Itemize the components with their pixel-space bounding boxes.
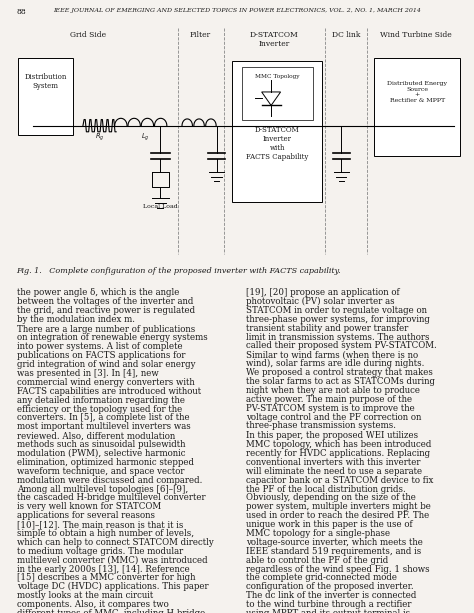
Text: MMC topology for a single-phase: MMC topology for a single-phase	[246, 529, 391, 538]
Text: voltage DC (HVDC) applications. This paper: voltage DC (HVDC) applications. This pap…	[17, 582, 208, 592]
Text: There are a large number of publications: There are a large number of publications	[17, 324, 195, 333]
Text: publications on FACTS applications for: publications on FACTS applications for	[17, 351, 185, 360]
Text: regardless of the wind speed Fig. 1 shows: regardless of the wind speed Fig. 1 show…	[246, 565, 430, 574]
Text: STATCOM in order to regulate voltage on: STATCOM in order to regulate voltage on	[246, 306, 428, 315]
Text: modulation (PWM), selective harmonic: modulation (PWM), selective harmonic	[17, 449, 185, 458]
Text: called their proposed system PV-STATCOM.: called their proposed system PV-STATCOM.	[246, 341, 437, 351]
Text: Local Load: Local Load	[143, 204, 178, 210]
Text: D-STATCOM
Inverter: D-STATCOM Inverter	[250, 31, 298, 48]
Text: DC link: DC link	[332, 31, 360, 39]
Text: three-phase transmission systems.: three-phase transmission systems.	[246, 421, 396, 430]
Text: which can help to connect STATCOM directly: which can help to connect STATCOM direct…	[17, 538, 213, 547]
Text: voltage-source inverter, which meets the: voltage-source inverter, which meets the	[246, 538, 423, 547]
Text: MMC Topology: MMC Topology	[255, 74, 300, 78]
Text: Distribution
System: Distribution System	[25, 72, 67, 90]
Text: [10]–[12]. The main reason is that it is: [10]–[12]. The main reason is that it is	[17, 520, 183, 529]
Text: power system, multiple inverters might be: power system, multiple inverters might b…	[246, 502, 431, 511]
Text: Distributed Energy
Source
+
Rectifier & MPPT: Distributed Energy Source + Rectifier & …	[387, 81, 447, 103]
Text: wind), solar farms are idle during nights.: wind), solar farms are idle during night…	[246, 359, 425, 368]
Text: was presented in [3]. In [4], new: was presented in [3]. In [4], new	[17, 369, 158, 378]
Text: Filter: Filter	[190, 31, 211, 39]
Text: configuration of the proposed inverter.: configuration of the proposed inverter.	[246, 582, 414, 592]
Text: on integration of renewable energy systems: on integration of renewable energy syste…	[17, 333, 207, 343]
Text: simple to obtain a high number of levels,: simple to obtain a high number of levels…	[17, 529, 194, 538]
Text: the solar farms to act as STATCOMs during: the solar farms to act as STATCOMs durin…	[246, 377, 436, 386]
Text: to medium voltage grids. The modular: to medium voltage grids. The modular	[17, 547, 183, 556]
Text: Wind Turbine Side: Wind Turbine Side	[380, 31, 452, 39]
Text: mostly looks at the main circuit: mostly looks at the main circuit	[17, 591, 153, 600]
Text: is very well known for STATCOM: is very well known for STATCOM	[17, 502, 161, 511]
Text: the PF of the local distribution grids.: the PF of the local distribution grids.	[246, 484, 406, 493]
Text: night when they are not able to produce: night when they are not able to produce	[246, 386, 420, 395]
Bar	[242, 67, 313, 120]
Text: the grid, and reactive power is regulated: the grid, and reactive power is regulate…	[17, 306, 195, 315]
Text: will eliminate the need to use a separate: will eliminate the need to use a separat…	[246, 466, 423, 476]
Text: used in order to reach the desired PF. The: used in order to reach the desired PF. T…	[246, 511, 430, 520]
Text: different types of MMC, including H-bridge: different types of MMC, including H-brid…	[17, 609, 205, 613]
Text: multilevel converter (MMC) was introduced: multilevel converter (MMC) was introduce…	[17, 555, 207, 565]
Text: Among all multilevel topologies [6]–[9],: Among all multilevel topologies [6]–[9],	[17, 484, 188, 493]
Text: photovoltaic (PV) solar inverter as: photovoltaic (PV) solar inverter as	[246, 297, 395, 306]
Text: PV-STATCOM system is to improve the: PV-STATCOM system is to improve the	[246, 403, 415, 413]
Text: to the wind turbine through a rectifier: to the wind turbine through a rectifier	[246, 600, 412, 609]
Text: between the voltages of the inverter and: between the voltages of the inverter and	[17, 297, 193, 306]
Text: converters. In [5], a complete list of the: converters. In [5], a complete list of t…	[17, 413, 189, 422]
Text: most important multilevel inverters was: most important multilevel inverters was	[17, 422, 191, 432]
Text: by the modulation index m.: by the modulation index m.	[17, 314, 135, 324]
Text: MMC topology, which has been introduced: MMC topology, which has been introduced	[246, 440, 432, 449]
Text: Grid Side: Grid Side	[70, 31, 106, 39]
Text: using MPPT and its output terminal is: using MPPT and its output terminal is	[246, 609, 410, 613]
Text: Fig. 1.   Complete configuration of the proposed inverter with FACTS capability.: Fig. 1. Complete configuration of the pr…	[17, 267, 341, 275]
Text: conventional inverters with this inverter: conventional inverters with this inverte…	[246, 458, 421, 467]
Text: $L_g$: $L_g$	[141, 132, 150, 143]
Text: efficiency or the topology used for the: efficiency or the topology used for the	[17, 405, 182, 414]
Text: active power. The main purpose of the: active power. The main purpose of the	[246, 395, 412, 404]
Text: recently for HVDC applications. Replacing: recently for HVDC applications. Replacin…	[246, 449, 430, 458]
Text: IEEE JOURNAL OF EMERGING AND SELECTED TOPICS IN POWER ELECTRONICS, VOL. 2, NO. 1: IEEE JOURNAL OF EMERGING AND SELECTED TO…	[53, 8, 421, 13]
Text: the complete grid-connected mode: the complete grid-connected mode	[246, 573, 398, 582]
Text: D-STATCOM
Inverter
with
FACTS Capability: D-STATCOM Inverter with FACTS Capability	[246, 126, 309, 161]
Text: capacitor bank or a STATCOM device to fix: capacitor bank or a STATCOM device to fi…	[246, 476, 434, 485]
Text: reviewed. Also, different modulation: reviewed. Also, different modulation	[17, 431, 175, 440]
Text: FACTS capabilities are introduced without: FACTS capabilities are introduced withou…	[17, 387, 201, 396]
Text: We proposed a control strategy that makes: We proposed a control strategy that make…	[246, 368, 433, 377]
Text: 88: 88	[17, 8, 27, 16]
Text: the cascaded H-bridge multilevel converter: the cascaded H-bridge multilevel convert…	[17, 493, 205, 503]
Text: waveform technique, and space vector: waveform technique, and space vector	[17, 466, 184, 476]
Text: into power systems. A list of complete: into power systems. A list of complete	[17, 342, 182, 351]
Text: modulation were discussed and compared.: modulation were discussed and compared.	[17, 476, 202, 485]
Text: elimination, optimized harmonic stepped: elimination, optimized harmonic stepped	[17, 458, 193, 467]
Bar	[232, 61, 322, 202]
Text: voltage control and the PF correction on: voltage control and the PF correction on	[246, 413, 422, 422]
Bar	[18, 58, 73, 135]
Text: In this paper, the proposed WEI utilizes: In this paper, the proposed WEI utilizes	[246, 431, 419, 440]
Text: unique work in this paper is the use of: unique work in this paper is the use of	[246, 520, 413, 529]
Text: limit in transmission systems. The authors: limit in transmission systems. The autho…	[246, 332, 430, 341]
Text: methods such as sinusoidal pulsewidth: methods such as sinusoidal pulsewidth	[17, 440, 185, 449]
Text: applications for several reasons: applications for several reasons	[17, 511, 155, 520]
Text: $R_g$: $R_g$	[95, 132, 104, 143]
Text: able to control the PF of the grid: able to control the PF of the grid	[246, 555, 389, 565]
Text: [19], [20] propose an application of: [19], [20] propose an application of	[246, 288, 400, 297]
Bar	[374, 58, 460, 156]
Text: transient stability and power transfer: transient stability and power transfer	[246, 324, 409, 333]
Text: in the early 2000s [13], [14]. Reference: in the early 2000s [13], [14]. Reference	[17, 565, 189, 574]
Text: commercial wind energy converters with: commercial wind energy converters with	[17, 378, 194, 387]
Text: components. Also, it compares two: components. Also, it compares two	[17, 600, 168, 609]
Text: three-phase power systems, for improving: three-phase power systems, for improving	[246, 314, 430, 324]
Text: grid integration of wind and solar energy: grid integration of wind and solar energ…	[17, 360, 195, 369]
Text: IEEE standard 519 requirements, and is: IEEE standard 519 requirements, and is	[246, 547, 422, 556]
Text: [15] describes a MMC converter for high: [15] describes a MMC converter for high	[17, 573, 195, 582]
Text: Obviously, depending on the size of the: Obviously, depending on the size of the	[246, 493, 416, 503]
Text: the power angle δ, which is the angle: the power angle δ, which is the angle	[17, 288, 179, 297]
Text: Similar to wind farms (when there is no: Similar to wind farms (when there is no	[246, 350, 419, 359]
Text: The dc link of the inverter is connected: The dc link of the inverter is connected	[246, 591, 417, 600]
Text: any detailed information regarding the: any detailed information regarding the	[17, 395, 184, 405]
